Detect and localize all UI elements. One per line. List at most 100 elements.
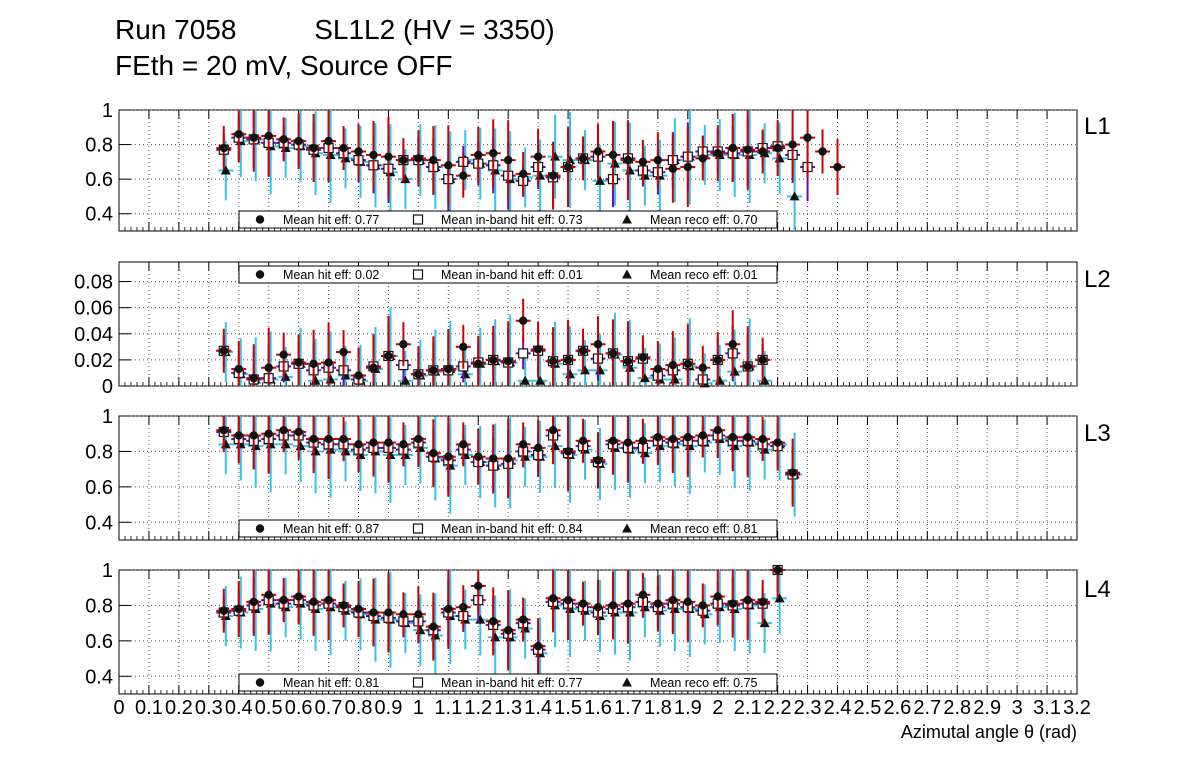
panel-l2-reco-point bbox=[400, 375, 411, 385]
panel-l2-hit-point bbox=[698, 363, 707, 372]
run-title: Run 7058 SL1L2 (HV = 3350) bbox=[115, 14, 555, 46]
panel-l4-legend-reco-marker bbox=[622, 677, 632, 687]
panel-l3-hit-point bbox=[474, 452, 483, 461]
panel-l1-ytick-label: 0.6 bbox=[85, 169, 113, 191]
panel-l2-reco-point bbox=[639, 373, 650, 383]
panel-l4-legend-inband-text: Mean in-band hit eff: 0.77 bbox=[441, 676, 583, 690]
panel-l1-legend-reco-marker bbox=[622, 214, 632, 224]
panel-l3-hit-point bbox=[399, 440, 408, 449]
panel-l3-hit-point bbox=[384, 438, 393, 447]
panel-l3-hit-point bbox=[489, 454, 498, 463]
panel-l4-hit-point bbox=[294, 592, 303, 601]
x-tick-label: 0.8 bbox=[345, 697, 373, 719]
panel-l4-hit-point bbox=[578, 599, 588, 608]
panel-l4-ytick-label: 1 bbox=[102, 560, 113, 582]
panel-l2-hit-point bbox=[518, 316, 528, 325]
panel-l2-hit-point bbox=[548, 357, 558, 366]
x-tick-label: 2.4 bbox=[824, 697, 852, 719]
panel-l4-hit-point bbox=[548, 594, 558, 603]
x-tick-label: 2.8 bbox=[943, 697, 971, 719]
panel-l4-hit-point bbox=[249, 597, 258, 607]
panel-l1-hit-point bbox=[264, 131, 273, 141]
panel-l1-reco-point bbox=[595, 175, 605, 185]
x-tick-label: 1.1 bbox=[434, 697, 462, 719]
panel-l4-hit-point bbox=[219, 606, 228, 615]
x-tick-label: 0.6 bbox=[285, 697, 313, 719]
panel-l4-hit-point bbox=[354, 604, 363, 614]
panel-l3-legend-hit-marker bbox=[255, 524, 265, 533]
panel-l4-reco-point bbox=[774, 593, 785, 603]
x-tick-label: 0.7 bbox=[315, 697, 343, 719]
panel-l4-hit-point bbox=[429, 622, 438, 631]
panel-l3-hit-point bbox=[249, 431, 258, 440]
panel-l2-reco-point bbox=[520, 375, 531, 385]
panel-l3-hit-point bbox=[339, 434, 348, 444]
x-tick-label: 3 bbox=[1012, 697, 1023, 719]
panel-l2-legend-reco-marker bbox=[622, 269, 632, 279]
x-tick-label: 0.1 bbox=[135, 697, 163, 719]
panel-l4-legend-inband-marker bbox=[412, 677, 424, 688]
panel-l3-hit-point bbox=[788, 468, 797, 477]
panel-l4-hit-point bbox=[533, 641, 543, 651]
panel-l4-legend-reco-text: Mean reco eff: 0.75 bbox=[650, 676, 758, 690]
panel-l3-hit-point bbox=[743, 433, 752, 442]
panel-l1-reco-point bbox=[220, 165, 231, 175]
panel-l3-hit-point bbox=[713, 425, 722, 435]
panel-l1-legend-inband-marker bbox=[412, 214, 424, 225]
panel-l2-hit-point bbox=[339, 347, 348, 357]
panel-l1-hit-point bbox=[818, 147, 827, 156]
panel-l2-hit-point bbox=[683, 359, 693, 369]
panel-l3-hit-point bbox=[309, 434, 318, 444]
panel-l3-hit-point bbox=[324, 434, 333, 444]
panel-l2-legend-hit-text: Mean hit eff: 0.02 bbox=[283, 268, 379, 282]
panel-l2-legend-hit-marker bbox=[255, 270, 265, 279]
panel-l4-hit-point bbox=[608, 601, 618, 610]
panel-l3-legend-reco-text: Mean reco eff: 0.81 bbox=[650, 522, 758, 536]
panel-l3-ytick-label: 0.8 bbox=[85, 441, 113, 463]
panel-l3-hit-point bbox=[593, 456, 603, 465]
x-tick-label: 0.2 bbox=[165, 697, 193, 719]
panel-l4-hit-point bbox=[459, 603, 468, 612]
panel-l3-hit-point bbox=[623, 438, 633, 447]
panel-l2-hit-point bbox=[459, 342, 468, 352]
panel-l1-hit-point bbox=[444, 161, 453, 170]
x-tick-label: 2.9 bbox=[973, 697, 1001, 719]
x-tick-label: 2.1 bbox=[734, 697, 762, 719]
panel-l1-hit-point bbox=[399, 155, 408, 165]
panel-l1-label: L1 bbox=[1084, 113, 1111, 140]
panel-l2-hit-point bbox=[474, 359, 483, 369]
panel-l1-hit-point bbox=[758, 147, 767, 156]
x-tick-label: 1.2 bbox=[464, 697, 492, 719]
panel-l1-legend-inband-text: Mean in-band hit eff: 0.73 bbox=[441, 213, 583, 227]
panel-l1-hit-point bbox=[728, 143, 737, 153]
panel-l2-hit-point bbox=[668, 360, 678, 370]
panel-l1-hit-point bbox=[593, 147, 603, 156]
panel-l1-hit-point bbox=[668, 164, 678, 173]
panel-l3-hit-point bbox=[518, 440, 528, 449]
panel-l3-legend-reco-marker bbox=[622, 523, 632, 533]
panel-l2-hit-point bbox=[264, 363, 273, 372]
panel-l1-hit-point bbox=[518, 169, 528, 179]
panel-l4-reco-point bbox=[759, 618, 770, 628]
panel-l3-hit-point bbox=[354, 440, 363, 449]
panel-l1-ytick-label: 0.8 bbox=[85, 135, 113, 157]
panel-l4-hit-point bbox=[623, 599, 633, 608]
panel-l3-hit-point bbox=[728, 433, 737, 442]
panel-l1-legend-hit-marker bbox=[255, 215, 265, 224]
panel-l4-hit-point bbox=[743, 595, 752, 605]
panel-l2-label: L2 bbox=[1084, 266, 1111, 293]
panel-l3-hit-point bbox=[773, 438, 782, 447]
panel-l3-hit-point bbox=[653, 433, 663, 442]
panel-l4-hit-point bbox=[234, 604, 243, 614]
panel-l3-hit-point bbox=[414, 434, 423, 444]
x-tick-label: 0.9 bbox=[375, 697, 403, 719]
panel-l1-hit-point bbox=[369, 150, 378, 160]
panel-l2-inband-point bbox=[518, 348, 529, 359]
panel-l2-ytick-label: 0.02 bbox=[74, 350, 113, 372]
panel-l1-hit-point bbox=[608, 150, 618, 160]
panel-l2-legend-reco-text: Mean reco eff: 0.01 bbox=[650, 268, 758, 282]
x-tick-label: 0.5 bbox=[255, 697, 283, 719]
panel-l1-hit-point bbox=[698, 154, 707, 163]
panel-l2-hit-point bbox=[743, 362, 752, 371]
panel-l2-hit-point bbox=[563, 355, 573, 365]
